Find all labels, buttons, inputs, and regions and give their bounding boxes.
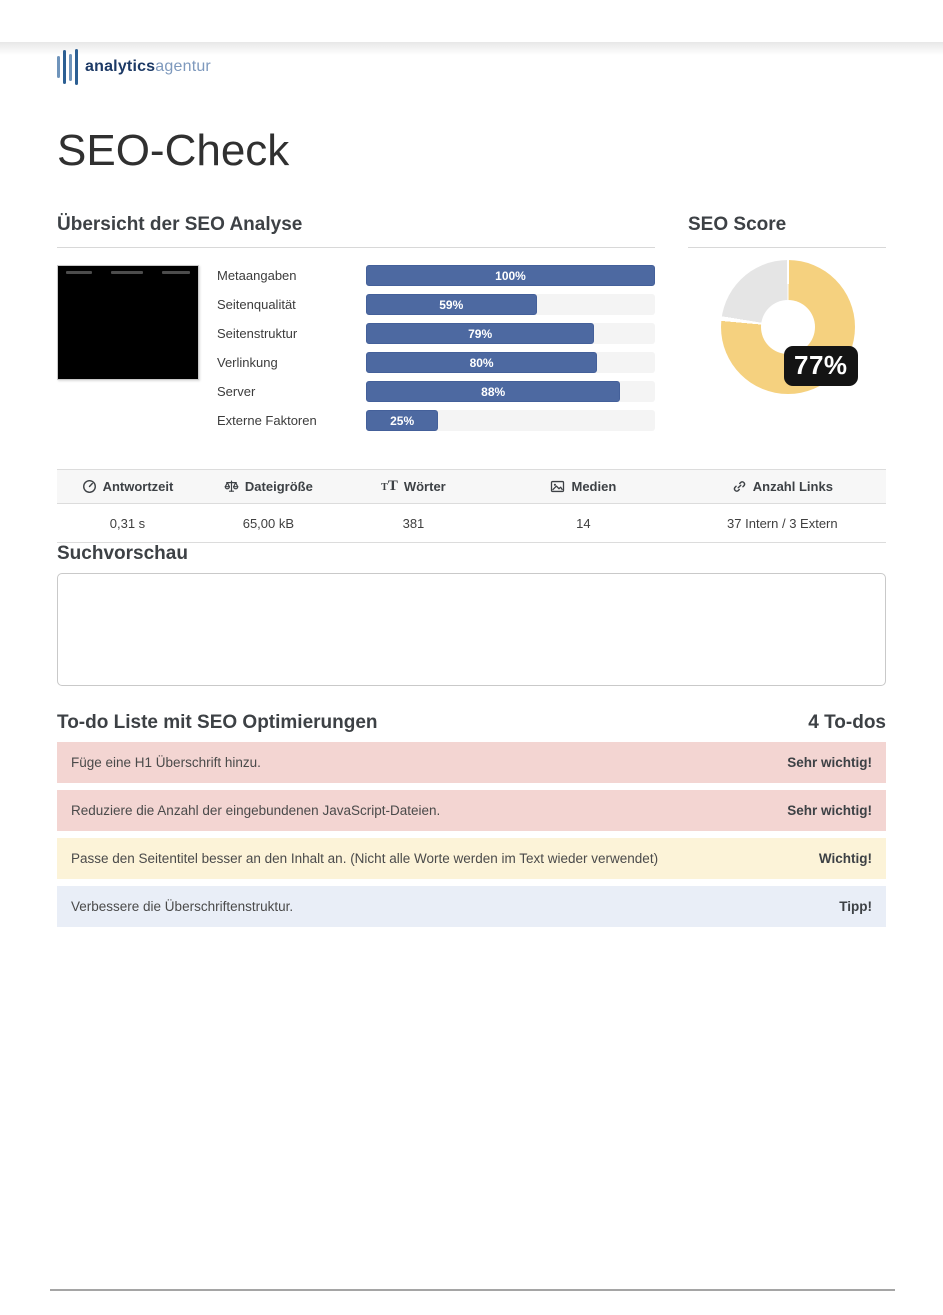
todo-item-priority: Wichtig! — [818, 851, 872, 867]
website-screenshot-thumbnail — [57, 265, 199, 381]
todo-item: Reduziere die Anzahl der eingebundenen J… — [57, 790, 886, 832]
overview-bar-track: 59% — [366, 294, 655, 316]
analyticsagentur-logo: analyticsagentur — [57, 47, 211, 87]
header: analyticsagentur — [57, 42, 886, 92]
overview-category-label: Verlinkung — [217, 355, 278, 371]
page-break-rule — [50, 1289, 895, 1291]
todo-item-text: Reduziere die Anzahl der eingebundenen J… — [71, 803, 441, 819]
overview-bar-value: 25% — [390, 413, 415, 428]
overview-bar-value: 79% — [468, 326, 493, 341]
todo-item-text: Passe den Seitentitel besser an den Inha… — [71, 851, 659, 867]
overview-bar-row: Verlinkung 80% — [217, 352, 655, 374]
overview-bar-fill: 59% — [366, 294, 537, 316]
stat-header-cell: Medien — [488, 479, 679, 494]
category-bar-chart: Metaangaben 100% Seitenqualität 59% Seitenst… — [217, 265, 655, 432]
overview-bar-track: 25% — [366, 410, 655, 432]
todo-item-priority: Sehr wichtig! — [787, 803, 872, 819]
logo-bars-icon — [57, 47, 78, 87]
overview-category-label: Server — [217, 384, 256, 400]
todo-item-text: Füge eine H1 Überschrift hinzu. — [71, 755, 261, 771]
report-page: analyticsagentur SEO-Check Übersicht der… — [0, 42, 943, 928]
logo-text: analyticsagentur — [85, 58, 211, 76]
overview-bar-fill: 100% — [366, 265, 655, 287]
stat-value-cell: 381 — [339, 516, 488, 531]
overview-bar-row: Seitenqualität 59% — [217, 294, 655, 316]
todo-item-priority: Tipp! — [839, 899, 872, 915]
link-icon — [732, 479, 747, 494]
thumbnail-topbar — [66, 271, 190, 275]
search-preview-box — [57, 573, 886, 687]
stat-header-label: Medien — [571, 479, 617, 495]
stat-header-label: Wörter — [403, 479, 446, 495]
stats-table-header: Antwortzeit Dateigröße TT Wörter Medien Anzah… — [57, 469, 886, 505]
overview-bar-value: 80% — [469, 355, 494, 370]
stat-value-cell: 0,31 s — [57, 516, 198, 531]
logo-text-light: agentur — [155, 58, 211, 75]
page-title: SEO-Check — [57, 126, 290, 175]
image-icon — [550, 479, 565, 494]
todo-item: Verbessere die Überschriftenstruktur. Tip… — [57, 886, 886, 928]
stat-value: 0,31 s — [109, 515, 146, 531]
overview-bar-row: Server 88% — [217, 381, 655, 403]
stat-header-label: Dateigröße — [244, 479, 313, 495]
todo-list: Füge eine H1 Überschrift hinzu. Sehr wich… — [57, 742, 886, 928]
logo-text-bold: analytics — [85, 58, 156, 75]
search-preview-heading: Suchvorschau — [57, 543, 188, 565]
seo-score-column: SEO Score 77% — [688, 214, 886, 431]
overview-body: Metaangaben 100% Seitenqualität 59% Seitenst… — [57, 265, 655, 432]
stats-table: Antwortzeit Dateigröße TT Wörter Medien Anzah… — [57, 469, 886, 544]
seo-score-heading: SEO Score — [688, 214, 886, 249]
seo-score-chart: 77% — [688, 260, 886, 420]
overview-bar-value: 100% — [495, 268, 526, 283]
overview-category-label: Seitenstruktur — [217, 326, 298, 342]
overview-bar-fill: 88% — [366, 381, 621, 403]
stat-value-cell: 37 Intern / 3 Extern — [679, 516, 886, 531]
text-size-icon: TT — [381, 478, 398, 495]
stat-value: 14 — [576, 515, 591, 531]
stat-value-cell: 65,00 kB — [198, 516, 339, 531]
overview-bar-row: Metaangaben 100% — [217, 265, 655, 287]
stat-header-label: Antwortzeit — [102, 479, 174, 495]
stats-table-values: 0,31 s 65,00 kB 381 14 37 Intern / 3 Extern — [57, 504, 886, 544]
todo-item-text: Verbessere die Überschriftenstruktur. — [71, 899, 294, 915]
stat-header-label: Anzahl Links — [752, 479, 833, 495]
overview-bar-row: Externe Faktoren 25% — [217, 410, 655, 432]
overview-bar-fill: 79% — [366, 323, 595, 345]
overview-bar-track: 79% — [366, 323, 655, 345]
overview-bar-row: Seitenstruktur 79% — [217, 323, 655, 345]
todo-item-priority: Sehr wichtig! — [787, 755, 872, 771]
overview-bar-value: 88% — [481, 384, 506, 399]
stat-value: 37 Intern / 3 Extern — [727, 515, 838, 531]
stat-header-cell: TT Wörter — [339, 478, 488, 495]
overview-column: Übersicht der SEO Analyse Metaangaben 100… — [57, 214, 655, 432]
page-top-shadow — [0, 42, 943, 55]
stat-header-cell: Dateigröße — [198, 479, 339, 494]
overview-category-label: Seitenqualität — [217, 297, 296, 313]
overview-bar-value: 59% — [439, 297, 464, 312]
stat-value: 381 — [402, 515, 425, 531]
speedometer-icon — [82, 479, 97, 494]
overview-bar-track: 88% — [366, 381, 655, 403]
todo-count: 4 To-dos — [808, 712, 886, 734]
todo-heading: To-do Liste mit SEO Optimierungen — [57, 712, 378, 734]
scale-icon — [224, 479, 239, 494]
stat-header-cell: Anzahl Links — [679, 479, 886, 494]
todo-section-header: To-do Liste mit SEO Optimierungen 4 To-d… — [57, 712, 886, 734]
overview-score-section: Übersicht der SEO Analyse Metaangaben 100… — [57, 214, 886, 432]
stat-value: 65,00 kB — [242, 515, 295, 531]
todo-item: Passe den Seitentitel besser an den Inha… — [57, 838, 886, 880]
overview-bar-track: 100% — [366, 265, 655, 287]
overview-heading: Übersicht der SEO Analyse — [57, 214, 655, 249]
overview-category-label: Externe Faktoren — [217, 413, 317, 429]
overview-bar-fill: 25% — [366, 410, 439, 432]
seo-score-badge: 77% — [784, 346, 858, 387]
stat-value-cell: 14 — [488, 516, 679, 531]
overview-category-label: Metaangaben — [217, 268, 297, 284]
overview-bar-track: 80% — [366, 352, 655, 374]
todo-item: Füge eine H1 Überschrift hinzu. Sehr wich… — [57, 742, 886, 784]
stat-header-cell: Antwortzeit — [57, 479, 198, 494]
overview-bar-fill: 80% — [366, 352, 598, 374]
